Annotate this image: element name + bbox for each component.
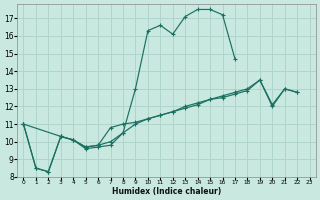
- X-axis label: Humidex (Indice chaleur): Humidex (Indice chaleur): [112, 187, 221, 196]
